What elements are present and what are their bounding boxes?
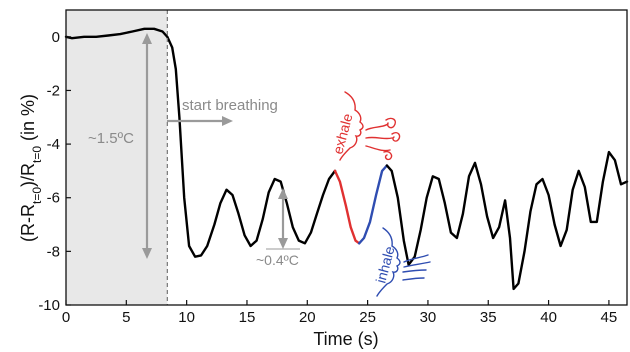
y-axis-label-sub1: t=0 — [30, 187, 44, 204]
x-tick-label: 40 — [540, 309, 557, 326]
x-tick-label: 0 — [62, 309, 70, 326]
start-breathing-label: start breathing — [182, 97, 278, 114]
y-tick-label: -8 — [47, 243, 60, 260]
small-delta-arrow-head-top — [278, 188, 288, 199]
small-delta-annotation: ~0.4ºC — [256, 188, 300, 268]
x-tick-label: 20 — [299, 309, 316, 326]
plot-frame — [65, 9, 628, 306]
x-axis-label: Time (s) — [313, 329, 378, 349]
y-tick-label: -10 — [38, 297, 60, 314]
small-delta-label: ~0.4ºC — [256, 252, 299, 268]
big-delta-arrow-head-bottom — [142, 248, 152, 259]
x-tick-label: 25 — [359, 309, 376, 326]
inhale-face-icon — [376, 227, 431, 297]
small-delta-arrow-head-bottom — [278, 238, 288, 249]
big-delta-label: ~1.5ºC — [88, 130, 134, 147]
y-tick-label: 0 — [52, 29, 60, 46]
big-delta-arrow-head-top — [142, 33, 152, 44]
x-tick-label: 10 — [178, 309, 195, 326]
start-breathing-arrow-head — [222, 116, 233, 126]
x-tick-label: 30 — [420, 309, 437, 326]
x-tick-label: 35 — [480, 309, 497, 326]
series-layer — [64, 27, 629, 291]
y-axis-ticks: 0 -2 -4 -6 -8 -10 — [38, 29, 71, 314]
y-axis-label-open: (R-R — [18, 204, 38, 242]
x-tick-label: 5 — [122, 309, 130, 326]
series-line-0 — [64, 27, 337, 258]
start-breathing-annotation: start breathing — [167, 97, 278, 126]
y-tick-label: -4 — [47, 136, 60, 153]
y-tick-label: -2 — [47, 82, 60, 99]
y-axis-label-close: (in %) — [18, 94, 38, 146]
exhale-face-icon — [339, 91, 401, 161]
series-line-3 — [385, 150, 629, 291]
x-tick-label: 45 — [601, 309, 618, 326]
x-axis-ticks: 0 5 10 15 20 25 30 35 40 45 — [62, 300, 617, 326]
y-tick-label: -6 — [47, 190, 60, 207]
y-axis-label: (R-Rt=0)/Rt=0 (in %) — [18, 94, 44, 242]
big-delta-annotation: ~1.5ºC — [88, 33, 152, 259]
y-axis-label-mid: )/R — [18, 163, 38, 187]
series-line-2 — [358, 164, 389, 245]
series-line-1 — [333, 169, 361, 245]
exhale-label: exhale — [329, 112, 355, 156]
inhale-label: inhale — [372, 244, 397, 284]
x-tick-label: 15 — [239, 309, 256, 326]
y-axis-label-sub2: t=0 — [30, 146, 44, 163]
pre-breathing-shaded-region — [66, 10, 168, 305]
